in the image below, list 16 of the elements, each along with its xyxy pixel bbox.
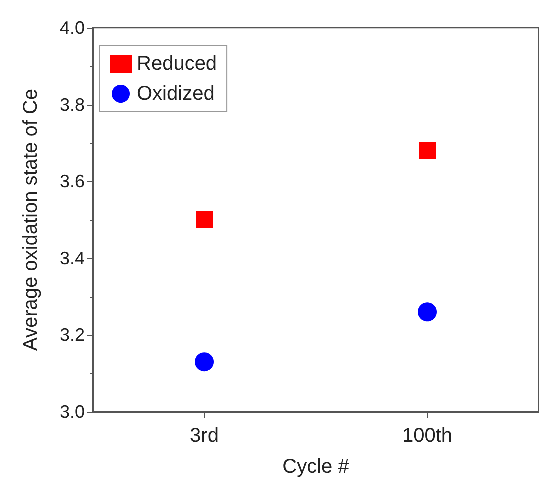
point	[418, 302, 437, 322]
x-tick-label: 3rd	[190, 425, 219, 447]
y-axis-title: Average oxidation state of Ce	[20, 88, 42, 352]
y-tick-label: 3.0	[60, 402, 85, 422]
legend-label: Reduced	[137, 53, 218, 75]
y-tick-label: 3.4	[60, 248, 85, 268]
point	[195, 352, 214, 372]
y-tick-label: 3.2	[60, 325, 85, 346]
y-tick-label: 3.8	[60, 94, 85, 115]
point	[196, 212, 213, 228]
x-tick-label: 100th	[402, 425, 453, 447]
x-axis-title: Cycle #	[282, 456, 350, 478]
point	[419, 142, 436, 160]
y-tick-label: 3.6	[60, 172, 85, 192]
legend-label: Oxidized	[137, 83, 215, 105]
y-tick-label: 4.0	[60, 18, 85, 38]
